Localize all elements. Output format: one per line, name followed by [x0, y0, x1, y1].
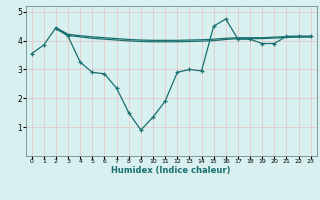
X-axis label: Humidex (Indice chaleur): Humidex (Indice chaleur) [111, 166, 231, 175]
